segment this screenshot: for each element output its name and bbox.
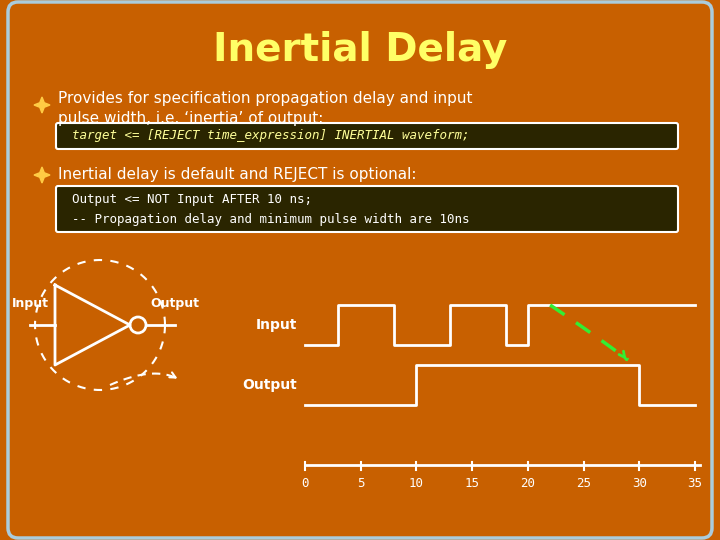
Text: 15: 15 bbox=[464, 477, 480, 490]
Polygon shape bbox=[34, 167, 50, 183]
Text: Input: Input bbox=[256, 318, 297, 332]
Text: -- Propagation delay and minimum pulse width are 10ns: -- Propagation delay and minimum pulse w… bbox=[72, 213, 469, 226]
Text: pulse width, i.e. ‘inertia’ of output:: pulse width, i.e. ‘inertia’ of output: bbox=[58, 111, 323, 125]
Text: Output: Output bbox=[242, 378, 297, 392]
Text: 35: 35 bbox=[688, 477, 703, 490]
FancyBboxPatch shape bbox=[8, 2, 712, 538]
Text: 20: 20 bbox=[521, 477, 536, 490]
Text: 25: 25 bbox=[576, 477, 591, 490]
Text: 30: 30 bbox=[631, 477, 647, 490]
Text: target <= [REJECT time_expression] INERTIAL waveform;: target <= [REJECT time_expression] INERT… bbox=[72, 130, 469, 143]
Text: Inertial Delay: Inertial Delay bbox=[213, 31, 507, 69]
Text: 0: 0 bbox=[301, 477, 309, 490]
Text: Inertial delay is default and REJECT is optional:: Inertial delay is default and REJECT is … bbox=[58, 167, 416, 183]
Text: Output: Output bbox=[150, 297, 199, 310]
Text: Input: Input bbox=[12, 297, 48, 310]
FancyBboxPatch shape bbox=[56, 123, 678, 149]
Text: Output <= NOT Input AFTER 10 ns;: Output <= NOT Input AFTER 10 ns; bbox=[72, 193, 312, 206]
Text: 5: 5 bbox=[357, 477, 364, 490]
FancyBboxPatch shape bbox=[56, 186, 678, 232]
Text: 10: 10 bbox=[409, 477, 424, 490]
Text: Provides for specification propagation delay and input: Provides for specification propagation d… bbox=[58, 91, 472, 105]
Polygon shape bbox=[34, 97, 50, 113]
